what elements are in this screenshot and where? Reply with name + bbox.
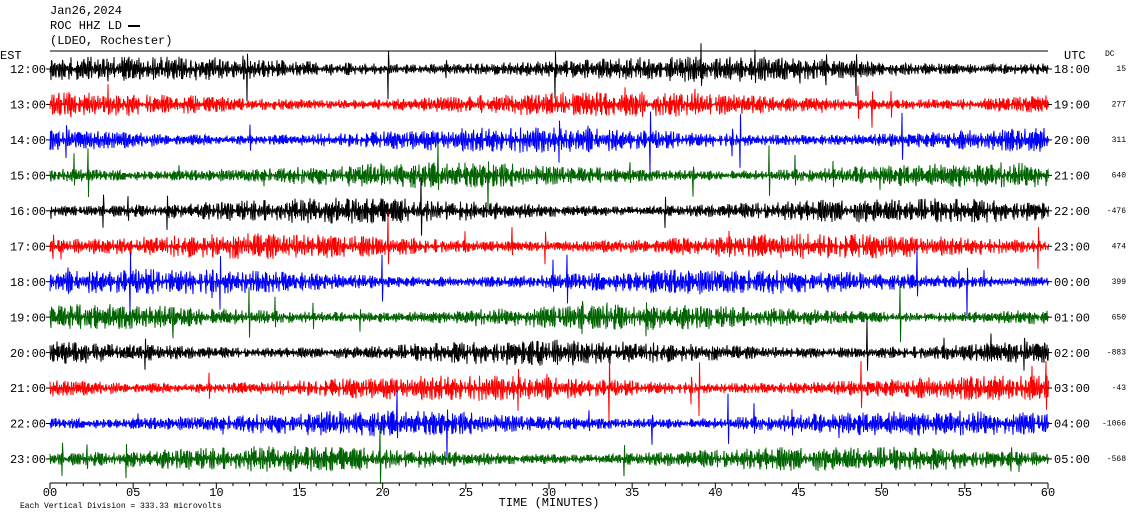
dc-value: -476 — [1107, 207, 1126, 216]
dc-value: 277 — [1112, 101, 1127, 110]
station: ROC HHZ LD — [50, 19, 122, 33]
left-tick-label: 20:00 — [10, 347, 46, 361]
left-tick-label: 22:00 — [10, 418, 46, 432]
dc-value: 15 — [1116, 65, 1126, 74]
trace — [49, 248, 1049, 317]
dc-value: 311 — [1112, 136, 1127, 145]
trace — [49, 390, 1049, 459]
left-tick-label: 12:00 — [10, 63, 46, 77]
x-tick-label: 35 — [625, 486, 639, 500]
dc-value: 474 — [1112, 242, 1127, 251]
right-tick-label: 18:00 — [1054, 63, 1090, 77]
date: Jan26,2024 — [50, 4, 122, 18]
trace — [49, 177, 1049, 236]
trace — [49, 43, 1049, 102]
right-tick-label: 19:00 — [1054, 99, 1090, 113]
footer: Each Vertical Division = 333.33 microvol… — [20, 502, 222, 511]
dc-value: -1066 — [1102, 420, 1126, 429]
trace — [49, 359, 1049, 423]
trace — [49, 111, 1049, 175]
x-tick-label: 05 — [126, 486, 140, 500]
x-tick-label: 50 — [874, 486, 888, 500]
x-tick-label: 15 — [292, 486, 306, 500]
right-axis-label: UTC — [1064, 49, 1086, 63]
traces — [49, 43, 1049, 484]
x-tick-label: 10 — [209, 486, 223, 500]
x-tick-label: 40 — [708, 486, 722, 500]
left-tick-label: 19:00 — [10, 311, 46, 325]
left-tick-label: 18:00 — [10, 276, 46, 290]
x-tick-label: 00 — [43, 486, 57, 500]
trace — [49, 283, 1049, 342]
dc-value: -568 — [1107, 455, 1126, 464]
x-tick-label: 45 — [791, 486, 805, 500]
network: (LDEO, Rochester) — [50, 34, 172, 48]
dc-value: -883 — [1107, 349, 1126, 358]
right-tick-label: 23:00 — [1054, 240, 1090, 254]
right-tick-label: 02:00 — [1054, 347, 1090, 361]
left-tick-label: 21:00 — [10, 382, 46, 396]
dc-value: 640 — [1112, 171, 1127, 180]
trace — [49, 318, 1049, 371]
x-axis-label: TIME (MINUTES) — [499, 496, 600, 510]
x-tick-label: 25 — [459, 486, 473, 500]
right-tick-label: 22:00 — [1054, 205, 1090, 219]
right-tick-label: 05:00 — [1054, 453, 1090, 467]
left-tick-label: 14:00 — [10, 134, 46, 148]
right-tick-label: 20:00 — [1054, 134, 1090, 148]
left-tick-label: 16:00 — [10, 205, 46, 219]
trace — [49, 425, 1049, 484]
left-tick-label: 17:00 — [10, 240, 46, 254]
left-tick-label: 15:00 — [10, 170, 46, 184]
left-axis-label: EST — [0, 49, 22, 63]
right-tick-label: 01:00 — [1054, 311, 1090, 325]
x-tick-label: 30 — [542, 486, 556, 500]
right-tick-label: 04:00 — [1054, 418, 1090, 432]
dc-value: 399 — [1112, 278, 1127, 287]
trace — [49, 142, 1049, 210]
right-tick-label: 03:00 — [1054, 382, 1090, 396]
trace — [49, 84, 1049, 128]
x-tick-label: 20 — [375, 486, 389, 500]
x-tick-label: 55 — [958, 486, 972, 500]
left-tick-label: 23:00 — [10, 453, 46, 467]
right-tick-label: 00:00 — [1054, 276, 1090, 290]
dc-value: 650 — [1112, 313, 1127, 322]
x-tick-label: 60 — [1041, 486, 1055, 500]
left-tick-label: 13:00 — [10, 99, 46, 113]
right-tick-label: 21:00 — [1054, 170, 1090, 184]
dc-label: DC — [1105, 50, 1115, 59]
trace — [49, 212, 1049, 269]
dc-value: -43 — [1112, 384, 1127, 393]
